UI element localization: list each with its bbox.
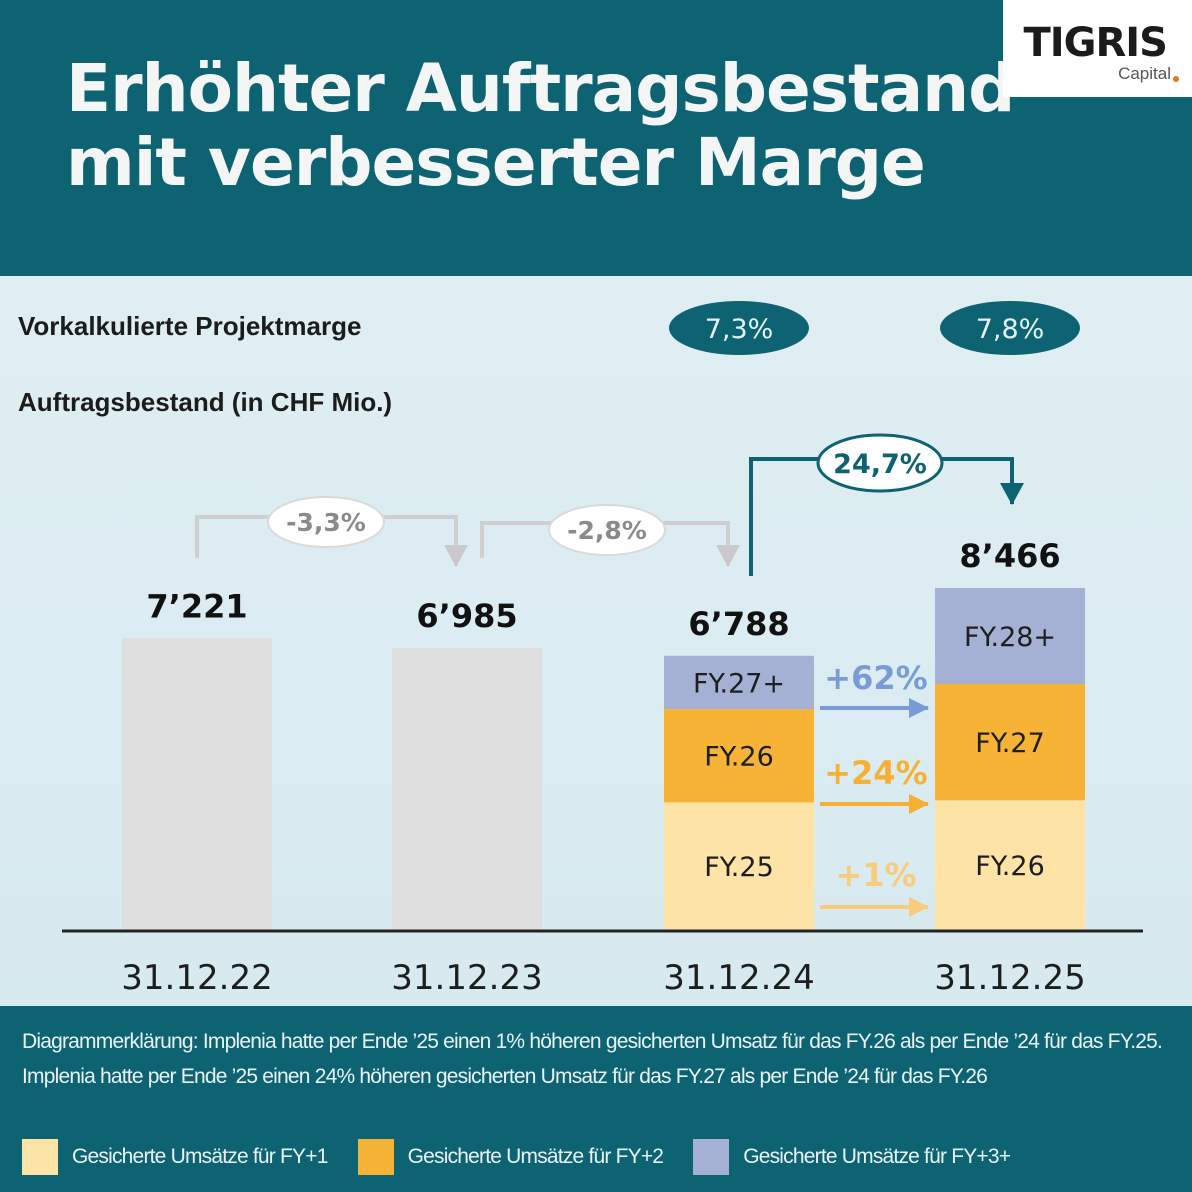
segment-change-label: +62%	[824, 659, 927, 697]
chart-explanation: Diagrammerklärung: Implenia hatte per En…	[22, 1030, 1163, 1088]
legend-label: Gesicherte Umsätze für FY+3+	[743, 1145, 1011, 1168]
segment-change-label: +1%	[835, 856, 916, 894]
legend-label: Gesicherte Umsätze für FY+2	[407, 1145, 664, 1168]
tigris-logo: TIGRIS Capital	[1003, 0, 1192, 97]
page-title: Erhöhter Auftragsbestand mit verbesserte…	[66, 50, 1015, 201]
chart-area: Vorkalkulierte Projektmarge Auftragsbest…	[0, 276, 1192, 1006]
x-tick-label: 31.12.22	[121, 958, 272, 998]
segment-label: FY.25	[704, 852, 774, 883]
x-tick-label: 31.12.24	[663, 958, 814, 998]
logo-main-text: TIGRIS	[1023, 20, 1168, 66]
segment-label: FY.27	[975, 728, 1045, 759]
total-label: 7’221	[146, 587, 247, 625]
legend-swatch	[22, 1139, 58, 1175]
title-line-1: Erhöhter Auftragsbestand	[66, 50, 1015, 127]
title-line-2: mit verbesserter Marge	[66, 123, 926, 201]
x-tick-label: 31.12.23	[391, 958, 542, 998]
bar-segment	[122, 638, 272, 930]
legend-item: Gesicherte Umsätze für FY+3+	[693, 1139, 1011, 1175]
header-banner: Erhöhter Auftragsbestand mit verbesserte…	[0, 0, 1192, 276]
bar-segment	[664, 802, 814, 930]
x-tick-label: 31.12.25	[934, 958, 1085, 998]
margin-value: 7,3%	[705, 314, 774, 345]
segment-label: FY.27+	[693, 668, 785, 699]
bar-segment	[935, 588, 1085, 684]
total-label: 6’788	[688, 605, 789, 643]
bar-segment	[935, 800, 1085, 930]
footer: Diagrammerklärung: Implenia hatte per En…	[0, 1006, 1192, 1192]
logo-sub-text: Capital	[1118, 64, 1171, 83]
bar-segment	[935, 683, 1085, 801]
margin-badge	[669, 301, 809, 355]
total-label: 8’466	[959, 537, 1060, 575]
margin-value: 7,8%	[976, 314, 1045, 345]
legend-swatch	[357, 1139, 394, 1175]
yoy-bubble	[267, 496, 385, 548]
logo-dot-icon	[1173, 76, 1179, 82]
stacked-bar-chart: 7’221 31.12.22 6’985 31.12.23 FY.25 FY.26 FY.2…	[62, 301, 1143, 998]
segment-label: FY.28+	[964, 622, 1056, 653]
yoy-change-label: 24,7%	[833, 449, 927, 480]
yoy-bubble-highlight	[816, 433, 944, 493]
yoy-change-label: -2,8%	[567, 516, 647, 545]
bar-segment	[392, 647, 542, 930]
legend: Gesicherte Umsätze für FY+1 Gesicherte Um…	[22, 1139, 1040, 1175]
legend-item: Gesicherte Umsätze für FY+2	[357, 1139, 664, 1175]
segment-label: FY.26	[975, 851, 1045, 882]
margin-badge	[940, 301, 1080, 355]
segment-change-label: +24%	[824, 754, 927, 792]
total-label: 6’985	[416, 597, 517, 635]
legend-item: Gesicherte Umsätze für FY+1	[22, 1139, 328, 1175]
legend-swatch	[693, 1139, 730, 1175]
margin-row-label: Vorkalkulierte Projektmarge	[18, 311, 362, 341]
legend-label: Gesicherte Umsätze für FY+1	[72, 1145, 328, 1168]
bar-segment	[664, 709, 814, 803]
backlog-row-label: Auftragsbestand (in CHF Mio.)	[18, 387, 393, 417]
yoy-bubble	[548, 504, 666, 556]
yoy-change-label: -3,3%	[286, 508, 366, 537]
segment-label: FY.26	[704, 742, 774, 773]
bar-segment	[664, 655, 814, 710]
